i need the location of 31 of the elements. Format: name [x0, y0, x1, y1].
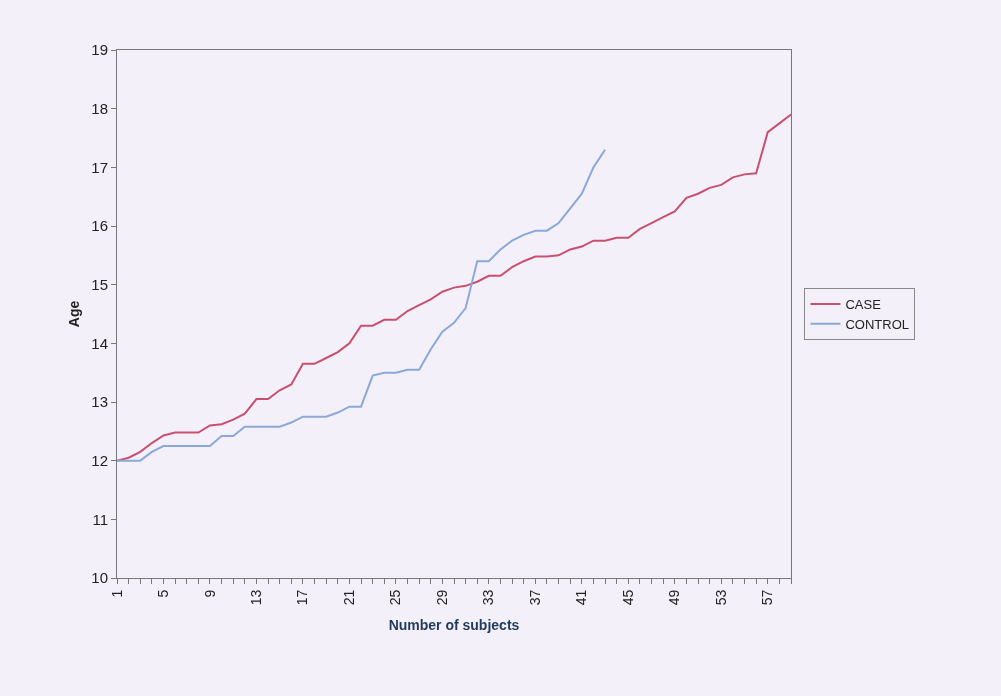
x-axis-title: Number of subjects — [388, 617, 520, 633]
x-tick-label: 25 — [387, 589, 404, 606]
x-tick-label: 9 — [201, 589, 218, 598]
x-tick-label: 57 — [759, 589, 776, 606]
legend-label: CONTROL — [845, 316, 910, 332]
y-tick-label: 12 — [91, 451, 108, 469]
legend-label: CASE — [845, 297, 882, 313]
x-tick-label: 21 — [340, 589, 357, 606]
y-tick-label: 18 — [91, 99, 108, 117]
x-tick-label: 33 — [480, 589, 497, 606]
y-tick-label: 14 — [91, 334, 108, 352]
y-tick-label: 10 — [91, 569, 108, 587]
x-tick-label: 37 — [526, 589, 543, 606]
y-tick-label: 17 — [91, 158, 108, 176]
x-tick-label: 29 — [433, 589, 450, 606]
y-tick-label: 13 — [91, 393, 108, 411]
x-tick-label: 41 — [573, 589, 590, 606]
x-tick-label: 13 — [248, 589, 264, 606]
line-series — [117, 113, 791, 462]
x-tick-label: 1 — [108, 589, 125, 598]
x-tick-label: 53 — [712, 589, 729, 606]
y-tick-label: 11 — [92, 510, 108, 528]
x-tick-label: 45 — [619, 589, 636, 606]
y-tick-label: 16 — [91, 217, 108, 235]
x-tick-label: 49 — [666, 589, 683, 606]
x-tick-label: 17 — [294, 589, 311, 606]
line-series — [117, 148, 607, 462]
y-tick-label: 15 — [91, 275, 108, 293]
x-tick-label: 5 — [155, 589, 172, 598]
y-axis-title: Age — [66, 300, 82, 328]
y-tick-label: 19 — [91, 41, 108, 59]
